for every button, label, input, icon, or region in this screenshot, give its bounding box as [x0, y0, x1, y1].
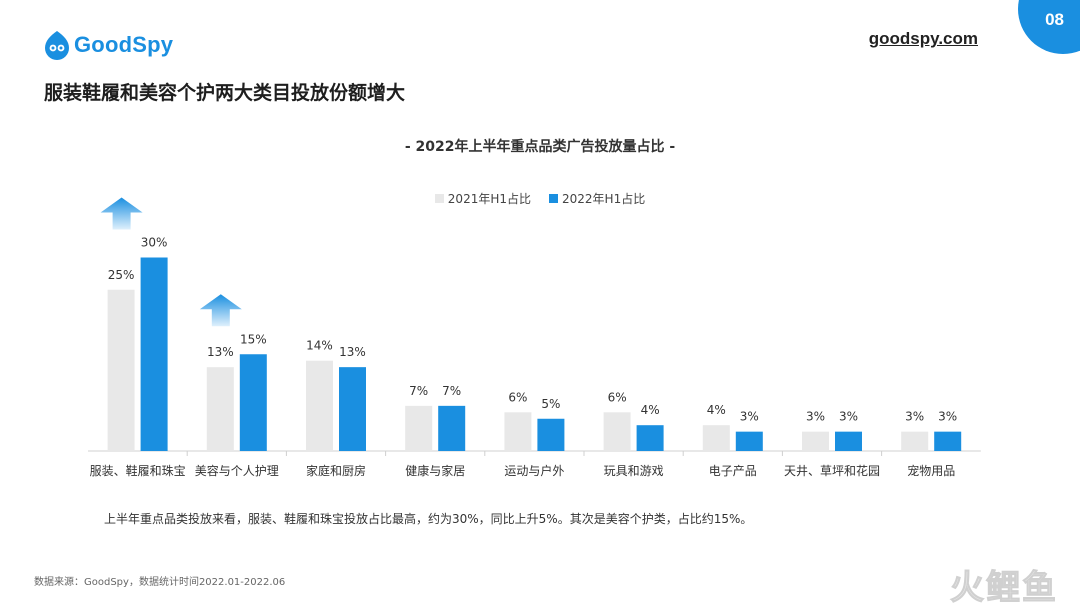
bar-2021 [206, 367, 234, 451]
bar-2021 [802, 431, 829, 451]
logo: GoodSpy [44, 30, 173, 60]
bar-2021 [603, 412, 631, 451]
bar-chart: 25% 30% 服装、鞋履和珠宝 13% 15% 美容与个人护理 14% 13% 家庭和厨房 7%… [88, 197, 981, 478]
logo-text: GoodSpy [74, 32, 174, 57]
x-tick-label: 运动与户外 [504, 463, 564, 478]
data-label: 14% [306, 339, 333, 353]
bar-2021 [504, 412, 532, 451]
bar-2022 [537, 418, 565, 451]
summary-text: 上半年重点品类投放来看，服装、鞋履和珠宝投放占比最高，约为30%，同比上升5%。… [104, 512, 753, 526]
goodspy-logo-icon [45, 31, 69, 60]
data-source: 数据来源：GoodSpy，数据统计时间2022.01-2022.06 [34, 577, 286, 588]
watermark-char: 火 [950, 568, 985, 609]
chart-title: - 2022年上半年重点品类广告投放量占比 - [404, 139, 676, 155]
data-label: 4% [707, 403, 726, 417]
data-label: 13% [339, 345, 366, 359]
watermark-logo: 火 鲤 鱼 [948, 560, 1057, 609]
increase-arrow-icon [100, 197, 143, 230]
bar-2022 [239, 354, 267, 451]
data-label: 30% [141, 236, 168, 250]
bar-2022 [438, 405, 466, 451]
bar-2022 [934, 431, 962, 451]
increase-arrow-icon [199, 294, 242, 327]
legend-swatch-2021 [434, 194, 444, 203]
watermark-char: 鱼 [1022, 568, 1057, 609]
data-label: 3% [905, 410, 924, 424]
bar-2021 [405, 405, 433, 451]
data-label: 6% [608, 390, 627, 404]
x-tick-label: 玩具和游戏 [604, 464, 664, 478]
bar-2021 [901, 431, 929, 451]
bar-2021 [107, 289, 135, 451]
watermark-char: 鲤 [986, 568, 1021, 609]
data-label: 13% [207, 345, 234, 359]
data-label: 7% [442, 384, 461, 398]
data-label: 25% [108, 268, 135, 282]
data-label: 3% [938, 410, 957, 424]
data-label: 7% [409, 384, 428, 398]
data-label: 4% [641, 403, 660, 417]
page-number: 08 [1045, 10, 1064, 29]
bar-2022 [140, 257, 168, 451]
bar-2022 [339, 367, 366, 451]
bar-2022 [835, 431, 862, 451]
x-tick-label: 美容与个人护理 [195, 463, 279, 478]
x-tick-label: 电子产品 [709, 464, 757, 478]
data-label: 3% [806, 410, 825, 424]
data-label: 3% [740, 410, 759, 424]
x-tick-label: 健康与家居 [405, 463, 465, 478]
legend-item-2021: 2021年H1占比 [434, 190, 531, 207]
legend-swatch-2022 [549, 194, 558, 203]
bar-2022 [636, 425, 664, 451]
bar-2021 [702, 425, 730, 451]
legend-item-2022: 2022年H1占比 [549, 190, 645, 207]
chart-legend: 2021年H1占比 2022年H1占比 [0, 190, 1080, 207]
bar-2021 [306, 360, 333, 451]
legend-label-2022: 2022年H1占比 [562, 192, 646, 206]
x-tick-label: 服装、鞋履和珠宝 [90, 463, 186, 478]
x-tick-label: 天井、草坪和花园 [784, 463, 880, 478]
data-label: 15% [240, 332, 267, 346]
site-link[interactable]: goodspy.com [868, 29, 978, 48]
data-label: 3% [839, 410, 858, 424]
page-headline: 服装鞋履和美容个护两大类目投放份额增大 [44, 82, 406, 104]
data-label: 5% [541, 397, 560, 411]
x-tick-label: 宠物用品 [907, 463, 955, 478]
x-tick-label: 家庭和厨房 [306, 463, 366, 478]
bar-2022 [735, 431, 763, 451]
data-label: 6% [508, 390, 527, 404]
legend-label-2021: 2021年H1占比 [447, 192, 531, 206]
